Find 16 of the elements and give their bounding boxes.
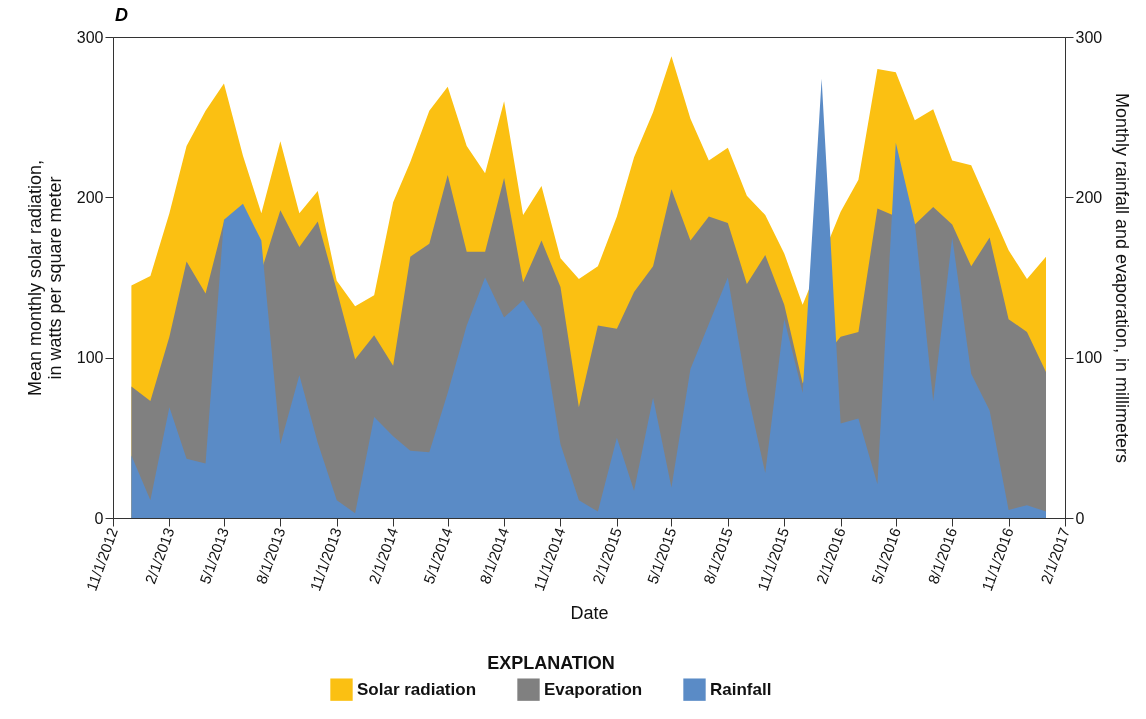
legend-label: Solar radiation [357, 679, 477, 699]
y2-axis-title: Monthly rainfall and evaporation, in millimeters [1112, 92, 1133, 464]
y2-tick-label: 0 [1075, 509, 1085, 527]
x-axis-title: Date [570, 602, 609, 623]
legend-title: EXPLANATION [487, 653, 615, 673]
legend-label: Rainfall [710, 679, 772, 699]
y-tick-label: 0 [94, 509, 104, 527]
y2-tick-label: 200 [1075, 188, 1103, 206]
y-tick-label: 200 [76, 188, 104, 206]
y2-tick-label: 100 [1075, 349, 1103, 367]
y2-tick-label: 300 [1075, 28, 1103, 46]
y-tick-label: 300 [76, 28, 104, 46]
legend-label: Evaporation [544, 679, 643, 699]
chart-title: D [115, 5, 128, 25]
y-axis-title: Mean monthly solar radiation, in watts per square meter [24, 159, 65, 397]
y-tick-label: 100 [76, 349, 104, 367]
